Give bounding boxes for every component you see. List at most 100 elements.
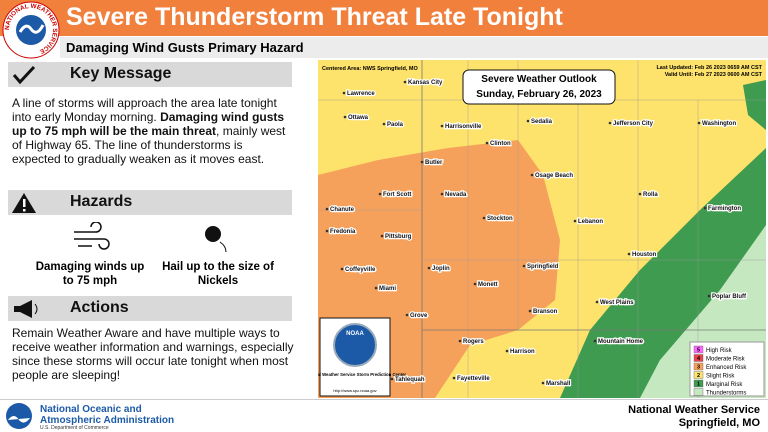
- city-dot: [440, 124, 444, 128]
- header-band: [0, 0, 768, 36]
- city-dot: [530, 173, 534, 177]
- legend-label: Marginal Risk: [706, 382, 743, 388]
- city-label: Paola: [387, 122, 404, 128]
- city-label: Miami: [379, 286, 396, 292]
- heading: Hazards: [70, 193, 133, 210]
- wind-icon: [74, 222, 110, 250]
- city-label: Lebanon: [578, 219, 603, 225]
- city-label: Branson: [533, 309, 558, 315]
- city-label: Joplin: [432, 266, 450, 272]
- legend-level: 5: [697, 348, 700, 354]
- map-title: Severe Weather Outlook: [481, 74, 597, 85]
- noaa-logo: [6, 403, 32, 429]
- city-dot: [458, 339, 462, 343]
- city-label: Nevada: [445, 192, 467, 198]
- legend-swatch: [693, 379, 704, 388]
- city-label: Jefferson City: [613, 121, 654, 127]
- city-dot: [342, 91, 346, 95]
- legend-level: 4: [697, 356, 701, 362]
- legend-swatch: [693, 362, 704, 371]
- map-updated: Last Updated: Feb 26 2023 0659 AM CST: [656, 65, 762, 71]
- text: , mainly west of Highway 65. The line of…: [12, 124, 286, 166]
- city-dot: [528, 309, 532, 313]
- key-message-text: A line of storms will approach the area …: [12, 96, 294, 166]
- city-dot: [405, 313, 409, 317]
- city-label: Rolla: [643, 192, 658, 198]
- city-dot: [390, 377, 394, 381]
- map-valid: Valid Until: Feb 27 2023 0600 AM CST: [665, 72, 763, 78]
- check-icon: [12, 65, 36, 85]
- title: Severe Thunderstorm Threat Late Tonight: [66, 3, 563, 31]
- city-label: Osage Beach: [535, 173, 573, 179]
- city-label: Marshall: [546, 381, 571, 387]
- office-location: Springfield, MO: [678, 417, 760, 429]
- city-dot: [374, 286, 378, 290]
- city-dot: [403, 80, 407, 84]
- city-dot: [638, 192, 642, 196]
- spc-url: http://www.spc.noaa.gov: [333, 388, 376, 393]
- marginal-area: [743, 80, 766, 130]
- city-dot: [697, 121, 701, 125]
- city-label: Harrison: [510, 349, 535, 355]
- city-dot: [703, 206, 707, 210]
- city-label: Stockton: [487, 216, 513, 222]
- legend-swatch: [693, 388, 704, 396]
- legend-swatch: [693, 354, 704, 362]
- spc-name: National Weather Service Storm Predictio…: [318, 372, 406, 377]
- warning-icon: [12, 193, 36, 213]
- subtitle-band: [60, 37, 768, 58]
- city-dot: [427, 266, 431, 270]
- city-dot: [382, 122, 386, 126]
- legend-level: 2: [697, 373, 700, 379]
- city-dot: [593, 339, 597, 343]
- city-dot: [420, 160, 424, 164]
- actions-bar: Actions: [8, 296, 292, 321]
- city-label: Ottawa: [348, 115, 369, 121]
- city-label: Pittsburg: [385, 234, 412, 240]
- spc-badge: NOAA: [346, 331, 364, 337]
- office: National Weather Service Springfield, MO: [628, 404, 760, 430]
- city-dot: [482, 216, 486, 220]
- legend-swatch: [693, 371, 704, 379]
- agency-line: National Oceanic and: [40, 404, 142, 415]
- city-dot: [325, 207, 329, 211]
- actions-text: Remain Weather Aware and have multiple w…: [12, 326, 294, 382]
- city-label: Fort Scott: [383, 192, 411, 198]
- city-dot: [340, 267, 344, 271]
- city-dot: [573, 219, 577, 223]
- megaphone-icon: [14, 300, 38, 318]
- city-dot: [452, 376, 456, 380]
- text-bold: Damaging wind gusts up to 75 mph will be…: [12, 110, 285, 138]
- city-dot: [541, 381, 545, 385]
- city-label: Chanute: [330, 207, 355, 213]
- city-dot: [522, 264, 526, 268]
- hazard-item: Hail up to the size of Nickels: [162, 261, 274, 287]
- city-dot: [526, 119, 530, 123]
- city-label: Farmington: [708, 206, 741, 212]
- heading: Actions: [70, 299, 129, 316]
- city-label: West Plains: [600, 300, 634, 306]
- text: A line of storms will approach the area …: [12, 96, 277, 124]
- city-dot: [485, 141, 489, 145]
- legend-label: Thunderstorms: [706, 390, 746, 396]
- office-name: National Weather Service: [628, 404, 760, 416]
- city-dot: [707, 294, 711, 298]
- legend-level: 3: [697, 365, 700, 371]
- hazards-bar: Hazards: [8, 190, 292, 215]
- map-date: Sunday, February 26, 2023: [476, 89, 602, 100]
- city-label: Butler: [425, 160, 443, 166]
- heading: Key Message: [70, 65, 172, 82]
- divider: [0, 399, 768, 400]
- legend-label: Enhanced Risk: [706, 365, 747, 371]
- agency: National Oceanic and Atmospheric Administ…: [40, 404, 174, 426]
- city-label: Sedalia: [531, 119, 553, 125]
- spc-logo: [333, 323, 377, 367]
- city-label: Springfield: [527, 264, 559, 270]
- city-label: Poplar Bluff: [712, 294, 747, 300]
- key-message-bar: Key Message: [8, 62, 292, 87]
- city-dot: [505, 349, 509, 353]
- map-title-box: [462, 69, 616, 105]
- nws-logo: NATIONAL WEATHER SERVICE: [2, 1, 60, 59]
- city-dot: [627, 252, 631, 256]
